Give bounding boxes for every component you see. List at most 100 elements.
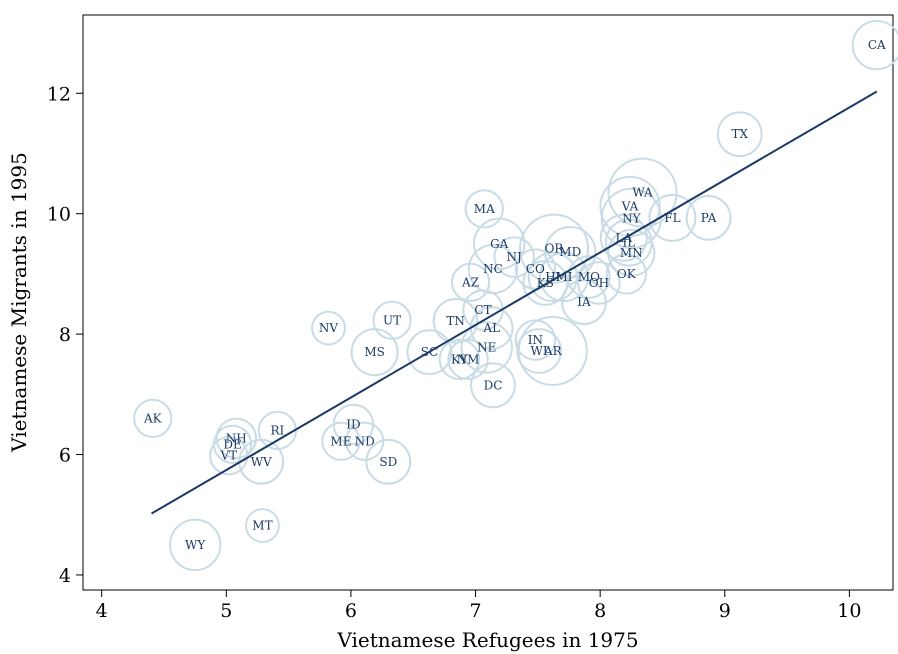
marker-ut: [372, 300, 412, 340]
point-label-in: IN: [528, 333, 543, 347]
marker-me: [321, 421, 361, 461]
marker-wy: [168, 518, 222, 572]
marker-ca: [851, 20, 898, 71]
marker-nd: [345, 421, 385, 461]
y-axis-title: Vietnamese Migrants in 1995: [7, 152, 31, 453]
marker-pa: [685, 195, 732, 241]
point-label-hi: HI: [545, 270, 560, 284]
point-label-ct: CT: [474, 303, 491, 317]
x-tick-label: 7: [469, 600, 481, 622]
point-label-ri: RI: [271, 423, 285, 437]
point-label-mt: MT: [252, 519, 272, 533]
marker-ky: [438, 338, 481, 381]
point-label-sd: SD: [379, 455, 397, 469]
marker-sd: [365, 438, 412, 485]
marker-ok: [605, 253, 648, 295]
x-tick-label: 8: [594, 600, 606, 622]
point-label-vt: VT: [219, 449, 237, 463]
y-tick-label: 12: [47, 83, 71, 105]
point-label-nd: ND: [355, 434, 375, 448]
marker-fl: [648, 193, 697, 242]
marker-hi: [527, 251, 578, 303]
marker-ma: [464, 189, 504, 229]
marker-mn: [607, 228, 656, 277]
point-label-de: DE: [223, 437, 241, 451]
point-label-ia: IA: [577, 295, 591, 309]
marker-mi: [538, 251, 590, 303]
point-label-co: CO: [526, 262, 545, 276]
point-label-sc: SC: [421, 345, 438, 359]
marker-wi: [516, 328, 562, 374]
point-label-la: LA: [616, 231, 633, 245]
point-label-nc: NC: [483, 262, 503, 276]
marker-co: [514, 248, 557, 290]
y-tick-label: 6: [59, 445, 71, 467]
point-label-ut: UT: [383, 313, 401, 327]
point-label-ms: MS: [364, 345, 385, 359]
marker-mt: [245, 508, 280, 543]
marker-la: [599, 213, 648, 262]
y-tick-label: 8: [59, 324, 71, 346]
marker-ny: [600, 187, 662, 250]
y-tick-label: 4: [59, 565, 71, 587]
point-label-wy: WY: [185, 538, 206, 552]
point-label-nm: NM: [457, 352, 480, 366]
point-label-nj: NJ: [507, 250, 523, 264]
x-axis-title: Vietnamese Refugees in 1975: [336, 628, 638, 652]
point-label-ky: KY: [451, 352, 469, 366]
point-label-ks: KS: [537, 276, 554, 290]
marker-tn: [432, 297, 479, 344]
fit-line-group: [151, 90, 878, 515]
point-label-ne: NE: [477, 340, 496, 354]
point-label-ak: AK: [143, 411, 163, 425]
marker-nh: [215, 417, 257, 459]
fit-line: [151, 90, 878, 515]
y-tick-label: 10: [47, 204, 71, 226]
point-label-va: VA: [621, 199, 639, 213]
plot-frame: [82, 14, 894, 591]
point-label-pa: PA: [701, 211, 717, 225]
x-tick-label: 10: [837, 600, 861, 622]
point-label-wi: WI: [531, 344, 548, 358]
point-label-md: MD: [559, 245, 581, 259]
point-label-id: ID: [346, 417, 360, 431]
point-label-ma: MA: [474, 202, 495, 216]
marker-vt: [209, 436, 249, 476]
point-label-il: IL: [622, 236, 635, 250]
point-label-ca: CA: [868, 38, 886, 52]
point-label-nh: NH: [226, 431, 247, 445]
marker-ks: [522, 260, 569, 306]
x-tick-label: 5: [220, 600, 232, 622]
point-label-tx: TX: [731, 127, 748, 141]
marker-az: [450, 262, 491, 302]
point-label-me: ME: [330, 434, 351, 448]
marker-or: [519, 213, 590, 284]
point-label-ar: AR: [543, 344, 563, 358]
point-label-ok: OK: [617, 267, 637, 281]
point-label-oh: OH: [589, 276, 609, 290]
point-label-ga: GA: [490, 237, 509, 251]
point-label-mi: MI: [555, 270, 572, 284]
marker-ak: [133, 398, 173, 439]
y-axis: 4 6 8 10 12: [47, 83, 83, 587]
marker-nj: [493, 236, 535, 278]
point-label-wa: WA: [632, 186, 653, 200]
point-label-dc: DC: [484, 378, 503, 392]
point-label-az: AZ: [461, 275, 479, 289]
point-label-or: OR: [545, 242, 565, 256]
point-label-wv: WV: [251, 455, 272, 469]
markers-group: [133, 20, 898, 572]
point-label-fl: FL: [664, 211, 680, 225]
x-axis: 4 5 6 7 8 9 10: [96, 590, 861, 622]
x-tick-label: 9: [719, 600, 731, 622]
marker-sc: [406, 329, 453, 376]
point-label-tn: TN: [446, 314, 465, 328]
marker-wa: [607, 157, 678, 228]
x-tick-label: 4: [96, 600, 108, 622]
marker-mo: [567, 255, 611, 299]
marker-nv: [311, 310, 346, 346]
marker-tx: [716, 111, 763, 158]
x-tick-label: 6: [345, 600, 357, 622]
point-label-mo: MO: [578, 270, 600, 284]
